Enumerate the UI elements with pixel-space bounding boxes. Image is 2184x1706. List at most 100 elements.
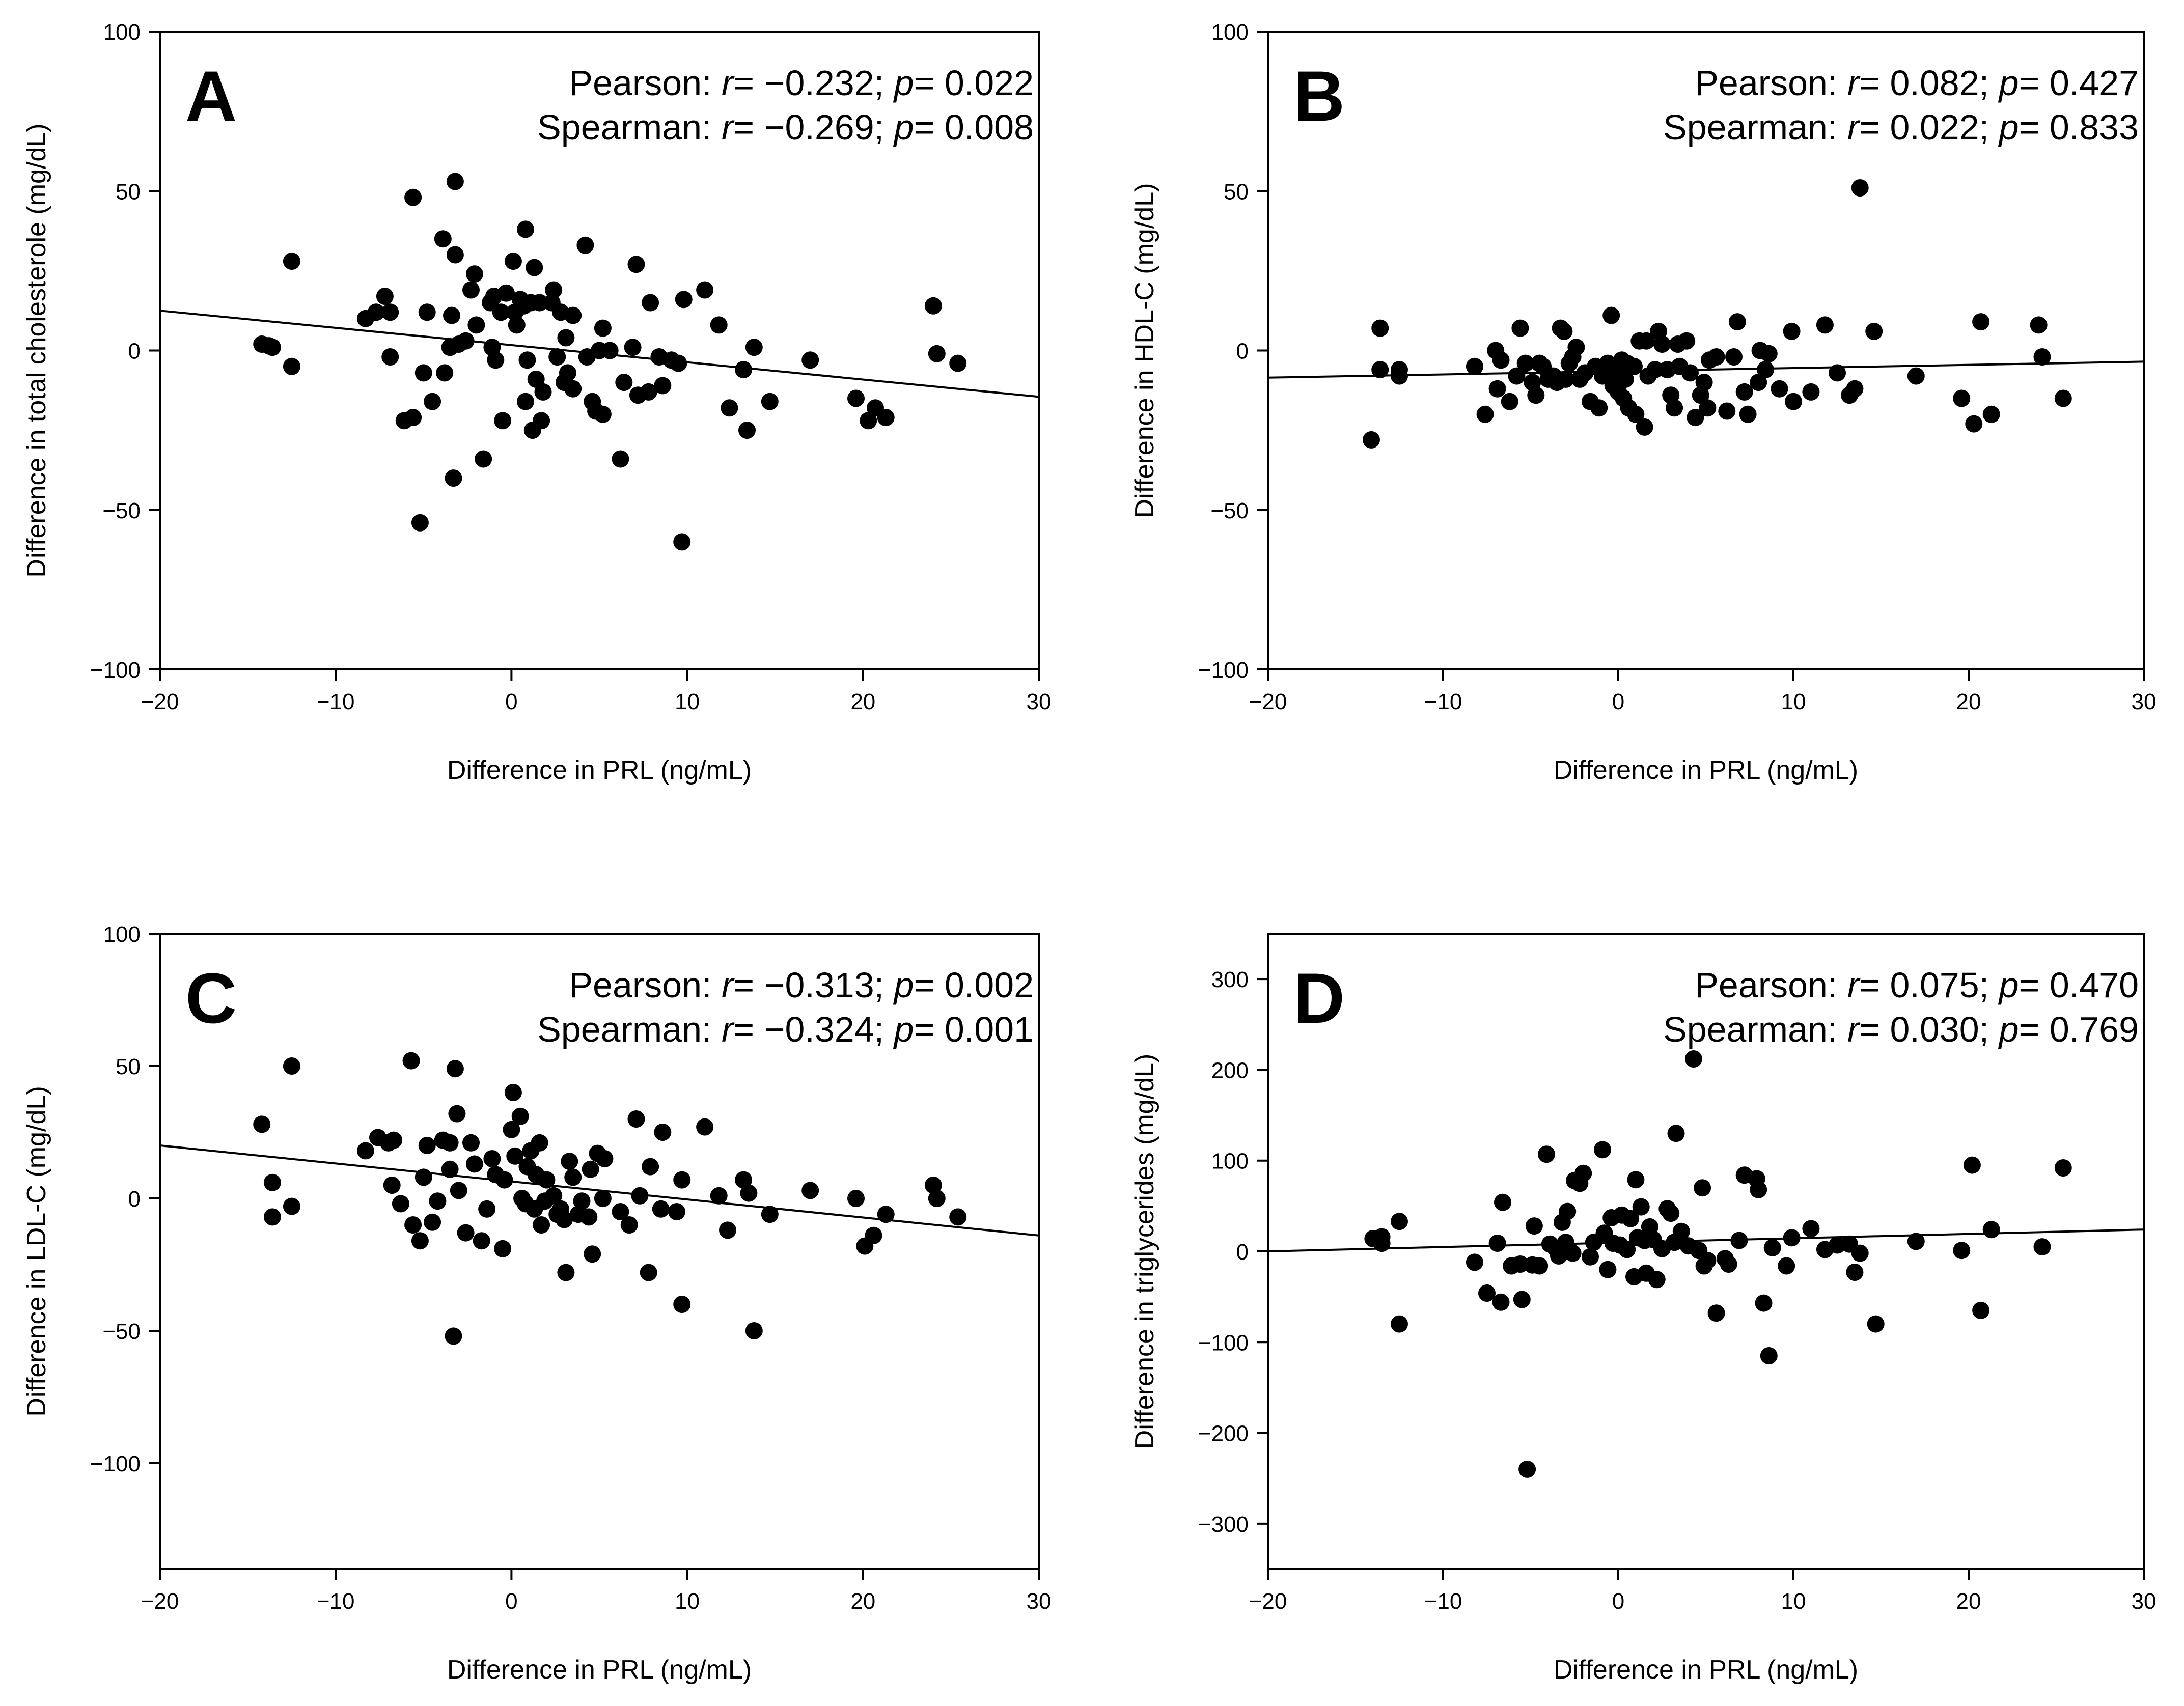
panel-c-data-point <box>924 1177 942 1194</box>
panel-a-data-point <box>517 393 534 410</box>
panel-a-data-point <box>531 294 548 312</box>
panel-d-x-axis: −20 −10 0 10 20 30 <box>1249 1569 2157 1614</box>
panel-d-spearman-annotation: Spearman: r= 0.030; p= 0.769 <box>1663 1010 2139 1049</box>
panel-c-x-tick-label: −20 <box>141 1589 179 1614</box>
panel-a-spearman-annotation: Spearman: r= −0.269; p= 0.008 <box>537 107 1034 147</box>
panel-c-data-point <box>478 1200 496 1218</box>
panel-b-data-point <box>1965 415 1983 433</box>
panel-d-x-tick-label: 30 <box>2132 1589 2157 1614</box>
panel-b-data-point <box>1527 386 1545 404</box>
panel-c-data-point <box>446 1060 464 1078</box>
panel-d-data-point <box>1478 1284 1496 1302</box>
panel-b-data-point <box>1718 402 1736 420</box>
panel-c-data-point <box>402 1052 420 1070</box>
panel-a-data-point <box>545 281 563 299</box>
panel-d-data-point <box>1488 1235 1506 1252</box>
panel-c-data-point <box>465 1155 483 1173</box>
panel-a-data-point <box>928 345 946 362</box>
panel-b-y-axis: −100 −50 0 50 100 <box>1198 20 1268 683</box>
panel-c-data-point <box>620 1216 638 1234</box>
panel-b-data-point <box>1616 370 1634 388</box>
panel-c-data-point <box>740 1184 758 1202</box>
panel-d-data-point <box>1513 1291 1531 1308</box>
panel-a-data-point <box>847 389 865 407</box>
panel-a-data-point <box>465 265 483 283</box>
panel-d-data-point <box>1492 1293 1510 1311</box>
panel-c-x-tick-label: 20 <box>850 1589 875 1614</box>
panel-b-x-tick-label: 0 <box>1612 689 1624 714</box>
panel-b-data-point <box>1829 364 1846 382</box>
panel-d-data-point <box>1763 1239 1781 1256</box>
panel-d-data-point <box>2033 1238 2051 1256</box>
panel-a-x-tick-label: 10 <box>675 689 700 714</box>
panel-b-y-tick-label: 50 <box>1224 179 1249 204</box>
panel-c-data-point <box>441 1160 459 1178</box>
panel-a-data-point <box>436 364 454 382</box>
panel-b-data-point <box>1687 409 1704 427</box>
panel-a-data-point <box>434 230 452 248</box>
panel-b-x-axis: −20 −10 0 10 20 30 <box>1249 669 2156 714</box>
panel-c-data-point <box>448 1105 466 1123</box>
panel-c-x-tick-label: 10 <box>675 1589 700 1614</box>
panel-c-data-point <box>668 1203 685 1220</box>
panel-a-y-tick-label: 100 <box>103 20 141 45</box>
panel-d-data-point <box>1466 1253 1483 1271</box>
panel-c-data-point <box>673 1171 691 1189</box>
panel-a-data-point <box>559 364 576 382</box>
panel-a-data-point <box>492 303 510 321</box>
panel-b-data-point <box>1816 316 1834 334</box>
panel-b-data-point <box>1681 364 1699 382</box>
panel-b-data-point <box>1488 380 1506 398</box>
panel-d-y-tick-label: 0 <box>1236 1240 1249 1265</box>
panel-c-data-point <box>612 1203 629 1220</box>
panel-d-x-tick-label: 20 <box>1956 1589 1981 1614</box>
panel-a-data-point <box>675 291 693 309</box>
panel-d-data-point <box>1760 1347 1778 1364</box>
panel-a-x-tick-label: 30 <box>1027 689 1052 714</box>
panel-a-data-point <box>497 284 515 302</box>
panel-a-data-point <box>557 329 575 347</box>
panel-b-x-tick-label: 10 <box>1781 689 1806 714</box>
panel-c-data-point <box>865 1226 882 1244</box>
panel-a-x-axis-label: Difference in PRL (ng/mL) <box>447 756 752 785</box>
panel-d-y-tick-label: −200 <box>1198 1421 1249 1446</box>
panel-d-y-tick-label: 100 <box>1211 1149 1249 1174</box>
panel-d-y-axis-label: Difference in triglycerides (mg/dL) <box>1130 1054 1159 1449</box>
panel-b-spearman-annotation: Spearman: r= 0.022; p= 0.833 <box>1663 107 2139 147</box>
panel-b-y-tick-label: −50 <box>1210 498 1249 523</box>
panel-b-data-point <box>1567 339 1585 356</box>
panel-c-data-point <box>429 1192 447 1210</box>
panel-c-y-axis: −100 −50 0 50 100 <box>90 922 160 1476</box>
panel-d-data-point <box>1867 1315 1885 1333</box>
panel-c-data-point <box>640 1264 657 1281</box>
panel-c-letter: C <box>185 958 237 1038</box>
panel-d-data-point <box>1755 1294 1773 1312</box>
panel-c-data-point <box>545 1187 563 1205</box>
panel-b-data-point <box>1739 405 1757 423</box>
panel-c-data-point <box>580 1208 598 1226</box>
panel-c-data-point <box>418 1137 436 1154</box>
panel-c-x-tick-label: −10 <box>317 1589 355 1614</box>
panel-a-data-point <box>642 294 659 312</box>
panel-b-data-point <box>1636 418 1653 436</box>
panel-c-points <box>253 1052 967 1345</box>
panel-d-data-point <box>1564 1244 1582 1262</box>
panel-d-data-point <box>1953 1242 1971 1260</box>
panel-b-data-point <box>1728 313 1746 331</box>
panel-b-data-point <box>1785 393 1802 410</box>
panel-b-data-point <box>1466 357 1483 375</box>
panel-c-data-point <box>557 1264 575 1281</box>
panel-b-data-point <box>1653 335 1671 353</box>
panel-b-data-point <box>1771 380 1788 398</box>
panel-b-data-point <box>1627 405 1645 423</box>
panel-c-data-point <box>594 1190 612 1207</box>
panel-a-x-tick-label: −10 <box>317 689 355 714</box>
panel-a-data-point <box>504 253 522 270</box>
panel-b-letter: B <box>1293 56 1345 136</box>
panel-b-data-point <box>1476 405 1494 423</box>
panel-b-x-tick-label: −10 <box>1424 689 1462 714</box>
panel-c-data-point <box>263 1173 281 1191</box>
panel-d-data-point <box>1618 1241 1636 1258</box>
panel-b-data-point <box>1602 306 1620 324</box>
panel-b-x-axis-label: Difference in PRL (ng/mL) <box>1554 756 1858 785</box>
